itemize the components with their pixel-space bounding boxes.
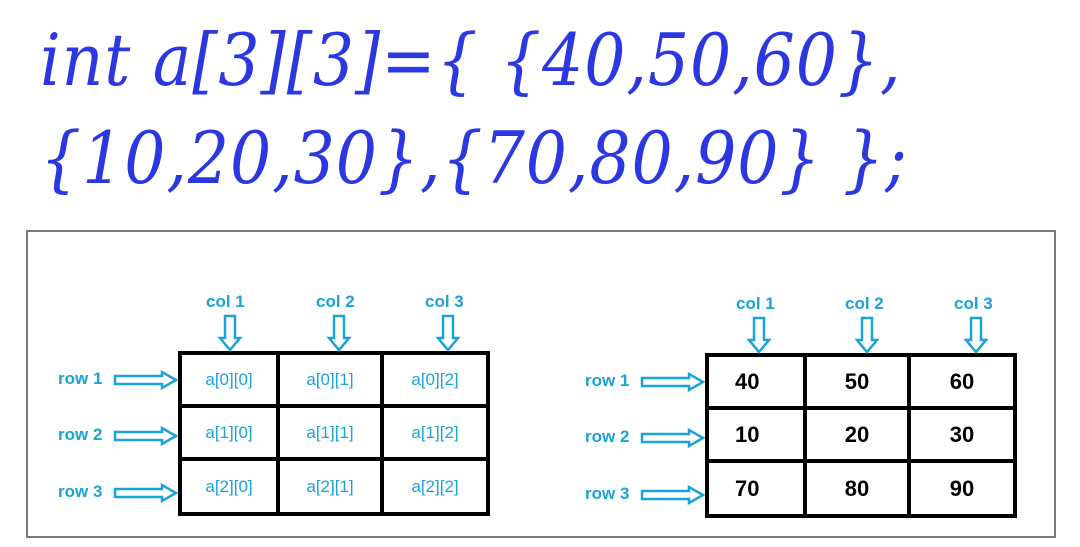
left-right-arrow-icon xyxy=(113,369,179,391)
right-right-arrow-icon xyxy=(640,371,706,393)
code-line-2: {10,20,30},{70,80,90} }; xyxy=(40,116,908,200)
right-down-arrow-icon xyxy=(746,316,772,354)
left-row-label-3: row 3 xyxy=(58,482,103,501)
left-row-label-1: row 1 xyxy=(58,369,103,388)
left-right-arrow-icon xyxy=(113,425,179,447)
left-down-arrow-icon xyxy=(217,314,243,352)
left-col-label-2: col 2 xyxy=(316,292,355,311)
left-cell-1-2: a[1][2] xyxy=(411,422,459,442)
left-down-arrow-icon xyxy=(326,314,352,352)
left-col-label-3: col 3 xyxy=(425,292,464,311)
right-right-arrow-icon xyxy=(640,484,706,506)
left-row-label-2: row 2 xyxy=(58,425,103,444)
left-col-label-1: col 1 xyxy=(206,292,245,311)
right-cell-1-0: 10 xyxy=(735,421,760,447)
left-down-arrow-icon xyxy=(435,314,461,352)
left-cell-0-2: a[0][2] xyxy=(411,369,459,389)
code-line-1: int a[3][3]={ {40,50,60}, xyxy=(40,18,902,102)
right-cell-2-0: 70 xyxy=(735,475,760,501)
right-cell-2-1: 80 xyxy=(844,475,870,501)
left-right-arrow-icon xyxy=(113,482,179,504)
left-cell-2-2: a[2][2] xyxy=(411,476,459,496)
right-col-label-1: col 1 xyxy=(736,294,775,313)
right-row-label-1: row 1 xyxy=(585,371,630,390)
right-right-arrow-icon xyxy=(640,427,706,449)
right-grid-border xyxy=(705,353,1017,518)
left-grid-border xyxy=(178,351,490,516)
right-down-arrow-icon xyxy=(854,316,880,354)
right-col-label-2: col 2 xyxy=(845,294,884,313)
diagram-panel xyxy=(26,230,1056,538)
left-cell-0-0: a[0][0] xyxy=(205,369,253,389)
right-cell-0-1: 50 xyxy=(844,368,870,394)
right-col-label-3: col 3 xyxy=(954,294,993,313)
right-row-label-2: row 2 xyxy=(585,427,630,446)
right-cell-1-2: 30 xyxy=(949,421,975,447)
left-cell-1-1: a[1][1] xyxy=(306,422,354,442)
right-cell-0-2: 60 xyxy=(949,368,975,394)
left-cell-2-1: a[2][1] xyxy=(306,476,354,496)
right-row-label-3: row 3 xyxy=(585,484,630,503)
right-cell-1-1: 20 xyxy=(844,421,870,447)
right-cell-2-2: 90 xyxy=(949,475,975,501)
right-cell-0-0: 40 xyxy=(735,368,760,394)
left-cell-0-1: a[0][1] xyxy=(306,369,354,389)
left-cell-1-0: a[1][0] xyxy=(205,422,253,442)
left-cell-2-0: a[2][0] xyxy=(205,476,253,496)
right-down-arrow-icon xyxy=(963,316,989,354)
